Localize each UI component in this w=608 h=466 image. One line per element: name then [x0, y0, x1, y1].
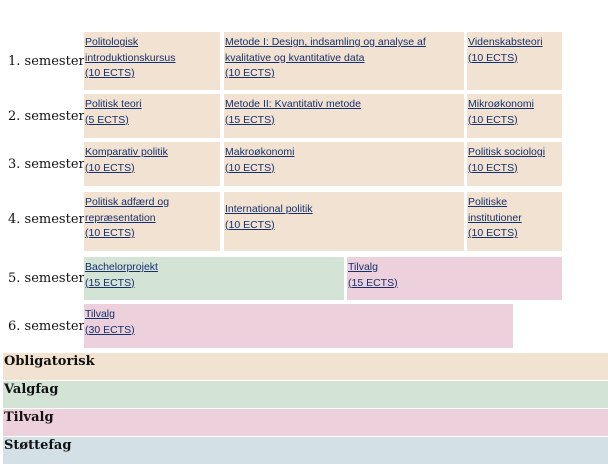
course-link[interactable]: Politologisk introduktionskursus (10 ECTS… [85, 36, 176, 79]
legend-label: Valgfag [4, 382, 59, 397]
course-cell: Politologisk introduktionskursus (10 ECTS… [84, 32, 220, 90]
legend-tilvalg: Tilvalg [3, 409, 608, 436]
semester-label-4: 4. semester [8, 211, 85, 227]
course-link[interactable]: Politisk sociologi (10 ECTS) [468, 146, 546, 174]
semester-label-1: 1. semester [8, 53, 85, 69]
course-link[interactable]: Bachelorprojekt (15 ECTS) [85, 261, 158, 289]
course-link[interactable]: Makroøkonomi (10 ECTS) [225, 146, 295, 174]
course-cell: Metode II: Kvantitativ metode (15 ECTS) [224, 94, 464, 138]
course-cell: Politisk adfærd og repræsentation (10 ECT… [84, 192, 220, 251]
course-cell: Makroøkonomi (10 ECTS) [224, 142, 464, 186]
course-link[interactable]: Politisk adfærd og repræsentation (10 ECT… [85, 196, 170, 239]
course-link[interactable]: Tilvalg (15 ECTS) [348, 261, 398, 289]
course-link[interactable]: Mikroøkonomi (10 ECTS) [468, 98, 534, 126]
legend-label: Obligatorisk [4, 354, 95, 369]
course-link[interactable]: Politisk teori (5 ECTS) [85, 98, 142, 126]
course-cell: Mikroøkonomi (10 ECTS) [467, 94, 562, 138]
semester-label-3: 3. semester [8, 156, 85, 172]
semester-label-2: 2. semester [8, 108, 85, 124]
semester-label-6: 6. semester [8, 318, 85, 334]
course-cell: Tilvalg (30 ECTS) [84, 304, 513, 348]
course-cell: Politisk teori (5 ECTS) [84, 94, 220, 138]
course-cell: International politik (10 ECTS) [224, 192, 464, 251]
course-cell: Metode I: Design, indsamling og analyse … [224, 32, 464, 90]
course-cell: Bachelorprojekt (15 ECTS) [84, 257, 344, 300]
course-cell: Komparativ politik (10 ECTS) [84, 142, 220, 186]
course-link[interactable]: Metode I: Design, indsamling og analyse … [225, 36, 426, 79]
legend-obligatorisk: Obligatorisk [3, 353, 608, 380]
course-link[interactable]: Politiske institutioner (10 ECTS) [468, 196, 522, 239]
course-cell: Videnskabsteori (10 ECTS) [467, 32, 562, 90]
course-link[interactable]: International politik (10 ECTS) [225, 203, 313, 231]
legend-label: Støttefag [4, 438, 72, 453]
course-link[interactable]: Videnskabsteori (10 ECTS) [468, 36, 543, 64]
course-link[interactable]: Tilvalg (30 ECTS) [85, 308, 135, 336]
course-cell: Politiske institutioner (10 ECTS) [467, 192, 562, 251]
legend-label: Tilvalg [4, 410, 54, 425]
legend-valgfag: Valgfag [3, 381, 608, 408]
legend-stottefag: Støttefag [3, 437, 608, 464]
course-cell: Politisk sociologi (10 ECTS) [467, 142, 562, 186]
course-link[interactable]: Komparativ politik (10 ECTS) [85, 146, 168, 174]
course-link[interactable]: Metode II: Kvantitativ metode (15 ECTS) [225, 98, 361, 126]
course-cell: Tilvalg (15 ECTS) [347, 257, 562, 300]
semester-label-5: 5. semester [8, 270, 85, 286]
